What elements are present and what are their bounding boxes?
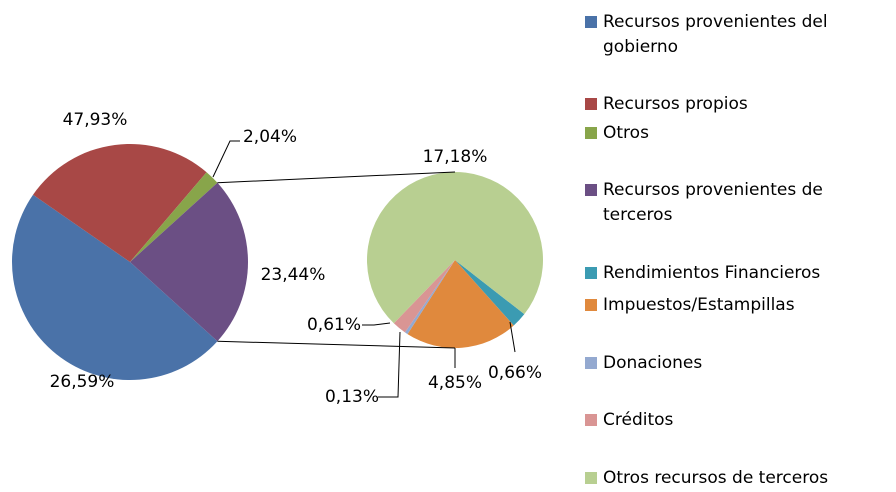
pie-slice: [11, 194, 218, 381]
legend-swatch: [585, 472, 597, 484]
legend-swatch: [585, 16, 597, 28]
legend-swatch: [585, 184, 597, 196]
data-label: 0,66%: [488, 363, 542, 383]
leader-line: [212, 140, 240, 178]
pie-slice: [33, 143, 207, 262]
legend-label: Rendimientos Financieros: [603, 263, 821, 283]
pie-slice: [404, 260, 455, 335]
legend-swatch: [585, 98, 597, 110]
data-label: 0,61%: [307, 315, 361, 335]
data-label: 2,04%: [243, 127, 297, 147]
legend-swatch: [585, 299, 597, 311]
legend-swatch: [585, 414, 597, 426]
pie-slice: [455, 260, 525, 326]
legend-swatch: [585, 127, 597, 139]
legend-label: Recursos provenientes de terceros: [603, 180, 823, 225]
legend-label: Otros recursos de terceros: [603, 468, 829, 488]
pie-slice: [130, 172, 218, 262]
legend-label: Otros: [603, 123, 649, 143]
connector-line: [217, 171, 456, 184]
pie-slice: [367, 172, 544, 324]
legend-label: Impuestos/Estampillas: [603, 295, 795, 315]
data-label: 26,59%: [50, 372, 115, 392]
pie-slice: [407, 260, 514, 348]
legend-swatch: [585, 357, 597, 369]
data-label: 17,18%: [423, 147, 488, 167]
legend-label: Recursos propios: [603, 94, 748, 114]
data-label: 0,13%: [325, 387, 379, 407]
data-label: 4,85%: [428, 373, 482, 393]
pie-slice: [393, 260, 455, 333]
leader-line: [362, 322, 391, 326]
legend-swatch: [585, 267, 597, 279]
legend-label: Créditos: [603, 410, 674, 430]
legend-label: Recursos provenientes del gobierno: [603, 12, 828, 57]
leader-line: [378, 331, 401, 398]
leader-line: [509, 321, 516, 353]
connector-line: [217, 340, 456, 349]
data-label: 47,93%: [63, 110, 128, 130]
legend-label: Donaciones: [603, 353, 703, 373]
data-label: 23,44%: [261, 265, 326, 285]
pie-slice: [130, 182, 248, 342]
